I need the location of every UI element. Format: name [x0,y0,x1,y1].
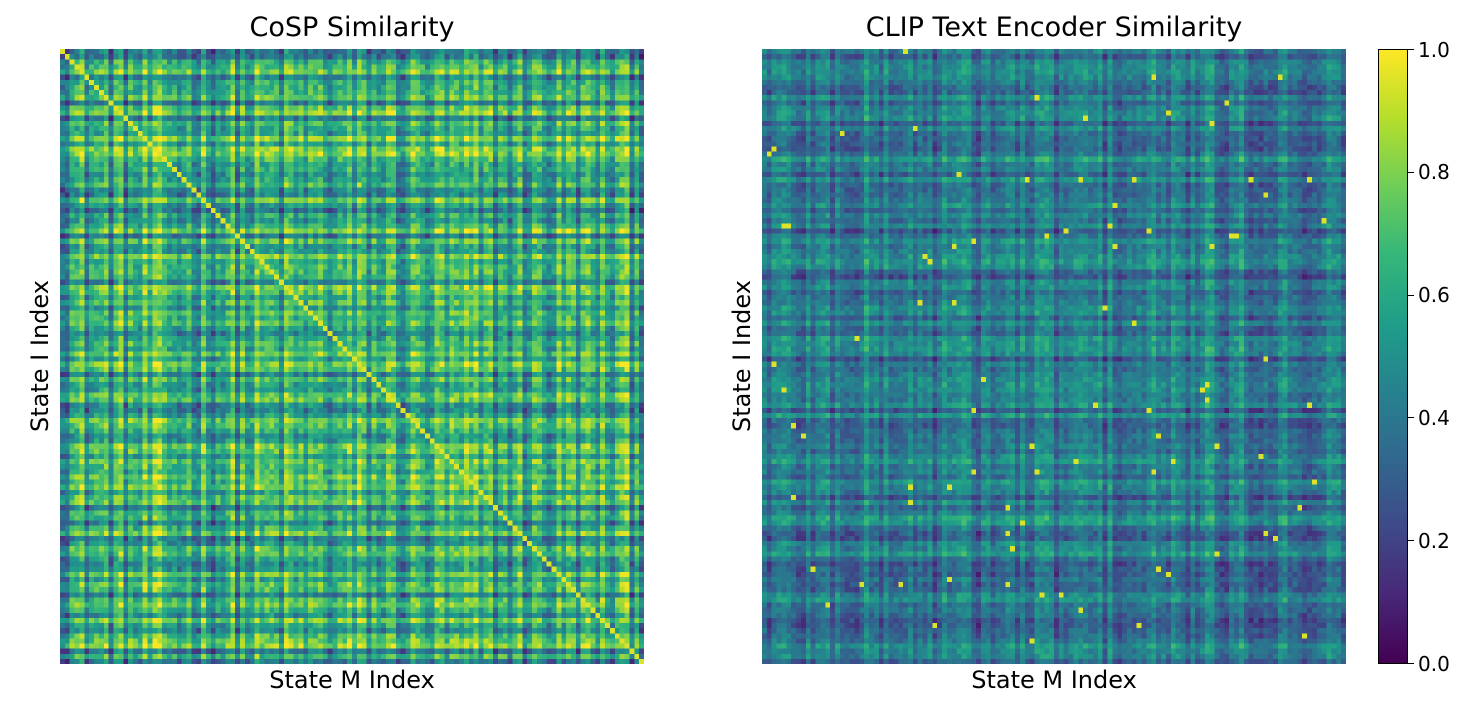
colorbar-tick-label: 0.2 [1418,528,1450,553]
cosp-heatmap [60,49,644,664]
colorbar-tick-label: 0.8 [1418,160,1450,185]
right-x-axis-label: State M Index [971,666,1137,694]
left-x-axis-label: State M Index [269,666,435,694]
colorbar-tick-mark [1408,294,1414,296]
colorbar-tick-mark [1408,663,1414,664]
colorbar-tick-label: 1.0 [1418,37,1450,62]
left-chart-title: CoSP Similarity [249,12,455,43]
left-y-axis-label: State I Index [26,280,54,432]
colorbar-tick-label: 0.4 [1418,405,1450,430]
colorbar-tick-label: 0.0 [1418,651,1450,676]
colorbar-tick-mark [1408,540,1414,542]
colorbar [1378,49,1408,664]
colorbar-tick-mark [1408,171,1414,173]
colorbar-tick-mark [1408,417,1414,419]
colorbar-tick-label: 0.6 [1418,283,1450,308]
right-y-axis-label: State I Index [728,280,756,432]
colorbar-tick-mark [1408,49,1414,50]
clip-heatmap [762,49,1346,664]
right-chart-title: CLIP Text Encoder Similarity [865,12,1243,43]
